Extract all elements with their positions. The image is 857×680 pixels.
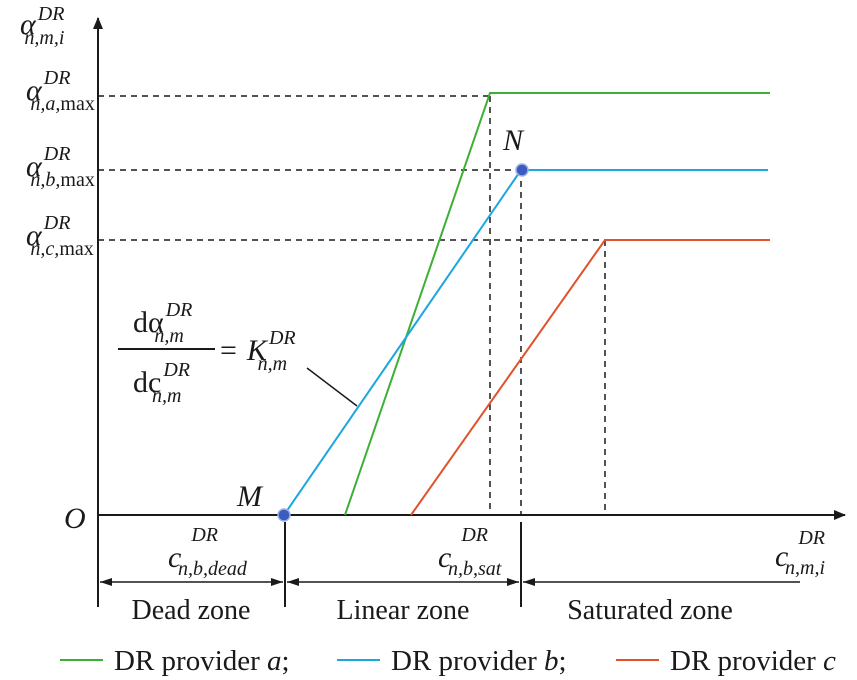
x-tick-c-dead: cDR n,b,dead [168,524,248,580]
slope-formula: dα DR n,m dc DR n,m = K DR n,m [118,299,358,407]
legend: DR provider a; DR provider b; DR provide… [60,645,836,677]
y-tick-alpha-c-max: α DR n,c,max [26,212,94,260]
curve-provider-c [410,239,770,516]
point-n-label: N [502,124,525,157]
formula-denominator: dc DR n,m [133,359,190,407]
zone-label-saturated: Saturated zone [567,595,733,626]
origin-label: O [64,502,86,535]
y-tick-alpha-a-max: α DR n,a,max [26,67,95,115]
y-tick-alpha-b-max: α DR n,b,max [26,143,95,191]
formula-leader-line [306,367,358,407]
point-n [515,163,529,177]
x-tick-c-sat: cDR n,b,sat [438,524,502,580]
formula-rhs: = K DR n,m [220,327,296,375]
y-axis-label: α DR n,m,i [20,3,64,49]
curve-provider-a [344,92,770,516]
point-m-label: M [236,480,264,513]
point-m [277,508,291,522]
x-axis-label: cDR n,m,i [775,527,825,579]
legend-item-c: DR provider c [670,645,836,677]
legend-item-b: DR provider b; [391,645,567,677]
zone-label-linear: Linear zone [337,595,470,626]
legend-item-a: DR provider a; [114,645,290,677]
curve-provider-b [283,169,768,516]
formula-numerator: dα DR n,m [133,299,192,347]
zone-label-dead: Dead zone [132,595,251,626]
